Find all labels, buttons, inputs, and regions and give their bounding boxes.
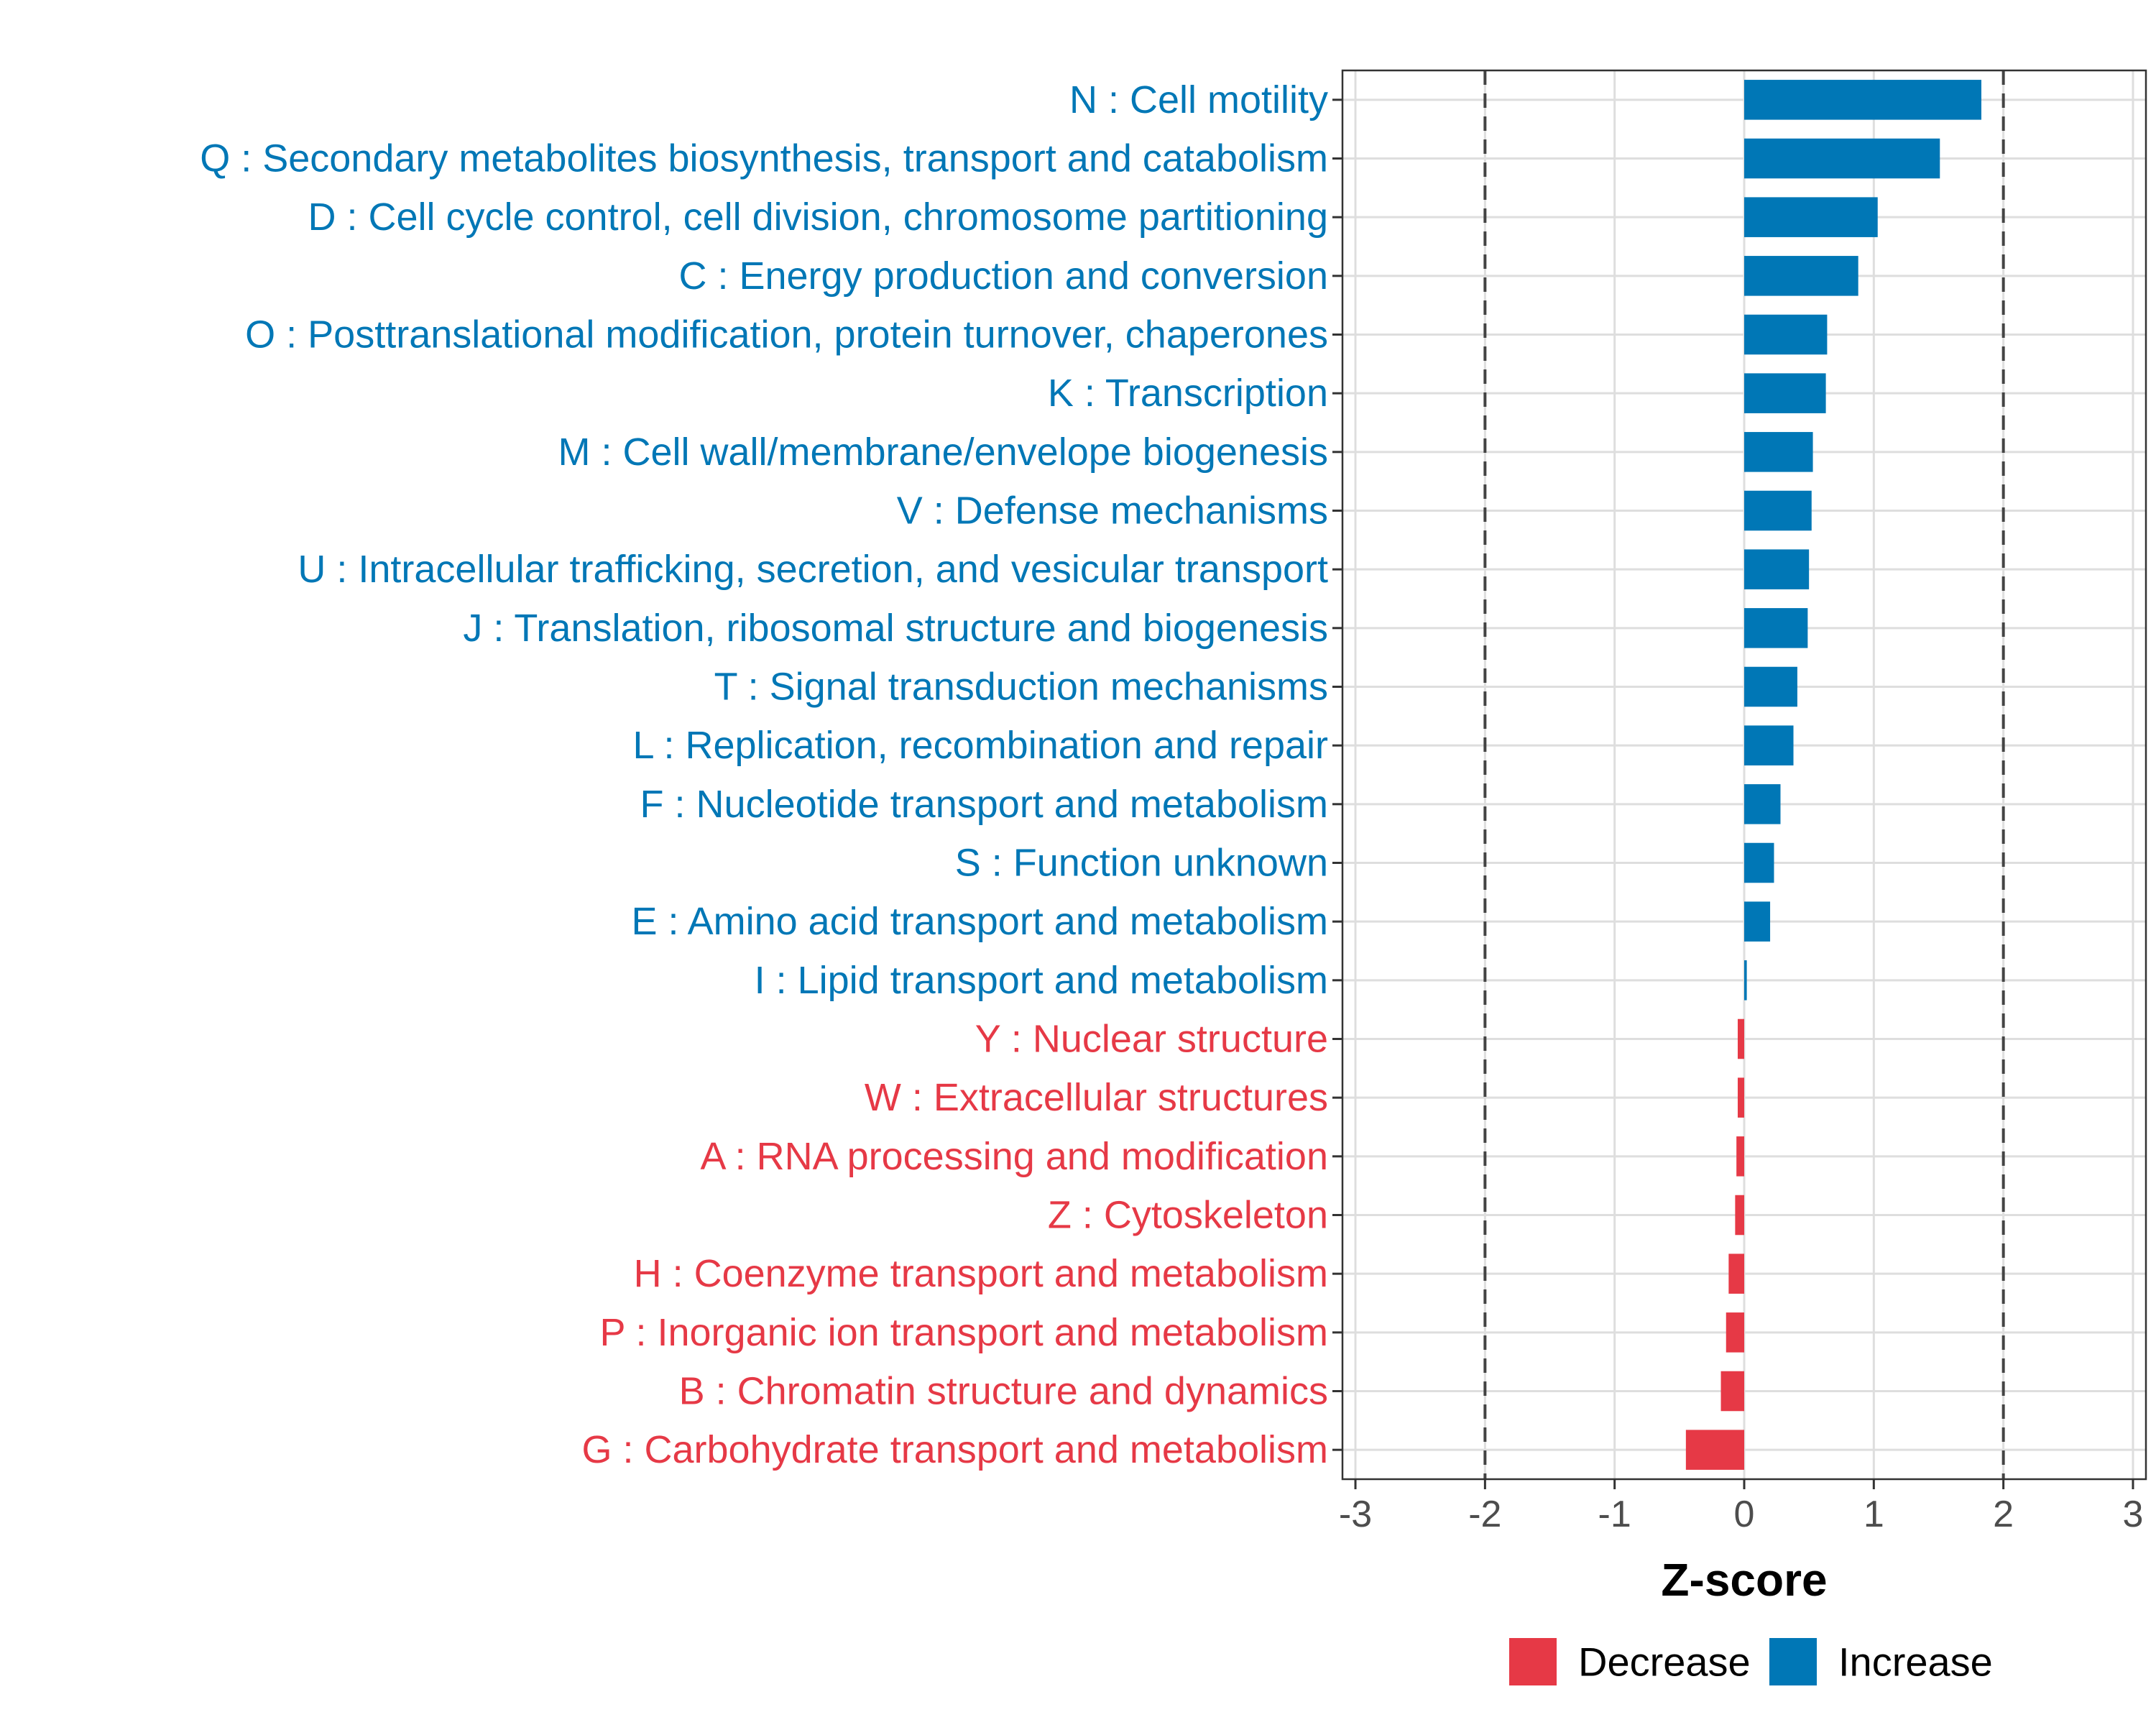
category-label-14: E : Amino acid transport and metabolism bbox=[632, 900, 1328, 943]
x-axis-title: Z-score bbox=[1661, 1554, 1827, 1606]
bar-20 bbox=[1728, 1254, 1744, 1294]
legend-label-decrease: Decrease bbox=[1578, 1639, 1751, 1685]
legend-swatch-decrease bbox=[1509, 1638, 1557, 1685]
category-label-23: G : Carbohydrate transport and metabolis… bbox=[582, 1428, 1329, 1471]
legend-swatch-increase bbox=[1769, 1638, 1817, 1685]
bar-23 bbox=[1685, 1430, 1744, 1470]
bar-13 bbox=[1744, 842, 1774, 883]
bar-12 bbox=[1744, 784, 1781, 824]
bar-11 bbox=[1744, 725, 1794, 765]
category-label-15: I : Lipid transport and metabolism bbox=[755, 959, 1328, 1002]
bar-3 bbox=[1744, 256, 1858, 296]
bar-16 bbox=[1737, 1018, 1744, 1059]
category-label-1: Q : Secondary metabolites biosynthesis, … bbox=[200, 137, 1328, 180]
x-tick-label-0: -3 bbox=[1339, 1494, 1372, 1535]
bar-7 bbox=[1744, 490, 1812, 531]
bar-18 bbox=[1736, 1136, 1744, 1177]
bar-8 bbox=[1744, 549, 1810, 589]
bars bbox=[1685, 80, 1981, 1470]
x-tick-label-1: -2 bbox=[1468, 1494, 1501, 1535]
category-label-13: S : Function unknown bbox=[955, 842, 1328, 885]
y-axis-category-labels: N : Cell motility Q : Secondary metabolit… bbox=[200, 78, 1328, 1471]
bar-14 bbox=[1744, 901, 1771, 942]
bar-17 bbox=[1737, 1077, 1744, 1118]
bar-0 bbox=[1744, 80, 1981, 120]
bar-19 bbox=[1735, 1195, 1744, 1236]
category-label-17: W : Extracellular structures bbox=[865, 1076, 1328, 1119]
category-label-0: N : Cell motility bbox=[1069, 78, 1328, 121]
category-label-16: Y : Nuclear structure bbox=[975, 1018, 1328, 1061]
reference-lines bbox=[1483, 70, 2005, 1479]
bar-10 bbox=[1744, 666, 1797, 707]
x-tick-label-2: -1 bbox=[1598, 1494, 1631, 1535]
legend: Decrease Increase bbox=[1509, 1638, 1993, 1685]
x-axis-ticks: -3 -2 -1 0 1 2 3 bbox=[1339, 1479, 2144, 1535]
bar-6 bbox=[1744, 432, 1813, 472]
bar-15 bbox=[1744, 960, 1747, 1000]
x-tick-label-5: 2 bbox=[1993, 1494, 2014, 1535]
x-tick-label-3: 0 bbox=[1734, 1494, 1755, 1535]
bar-2 bbox=[1744, 197, 1878, 237]
category-label-7: V : Defense mechanisms bbox=[897, 489, 1328, 533]
bar-1 bbox=[1744, 138, 1940, 179]
category-label-9: J : Translation, ribosomal structure and… bbox=[463, 607, 1328, 650]
legend-label-increase: Increase bbox=[1838, 1639, 1993, 1685]
category-label-3: C : Energy production and conversion bbox=[678, 254, 1328, 298]
bar-5 bbox=[1744, 373, 1826, 413]
x-tick-label-6: 3 bbox=[2123, 1494, 2144, 1535]
x-tick-label-4: 1 bbox=[1864, 1494, 1884, 1535]
category-label-10: T : Signal transduction mechanisms bbox=[714, 666, 1328, 709]
bar-22 bbox=[1720, 1371, 1744, 1412]
category-label-22: B : Chromatin structure and dynamics bbox=[679, 1370, 1328, 1413]
category-label-4: O : Posttranslational modification, prot… bbox=[245, 313, 1328, 356]
category-label-19: Z : Cytoskeleton bbox=[1048, 1194, 1328, 1237]
category-label-2: D : Cell cycle control, cell division, c… bbox=[308, 196, 1328, 239]
category-label-18: A : RNA processing and modification bbox=[701, 1135, 1328, 1178]
bar-9 bbox=[1744, 608, 1808, 648]
category-label-21: P : Inorganic ion transport and metaboli… bbox=[599, 1311, 1328, 1354]
category-label-12: F : Nucleotide transport and metabolism bbox=[640, 783, 1328, 826]
bar-21 bbox=[1726, 1312, 1744, 1353]
y-axis-ticks bbox=[1332, 98, 1342, 1451]
category-label-20: H : Coenzyme transport and metabolism bbox=[634, 1252, 1328, 1295]
category-label-8: U : Intracellular trafficking, secretion… bbox=[298, 548, 1328, 591]
bar-4 bbox=[1744, 314, 1828, 355]
category-label-6: M : Cell wall/membrane/envelope biogenes… bbox=[558, 431, 1328, 474]
category-label-5: K : Transcription bbox=[1048, 372, 1328, 415]
category-label-11: L : Replication, recombination and repai… bbox=[632, 724, 1328, 767]
